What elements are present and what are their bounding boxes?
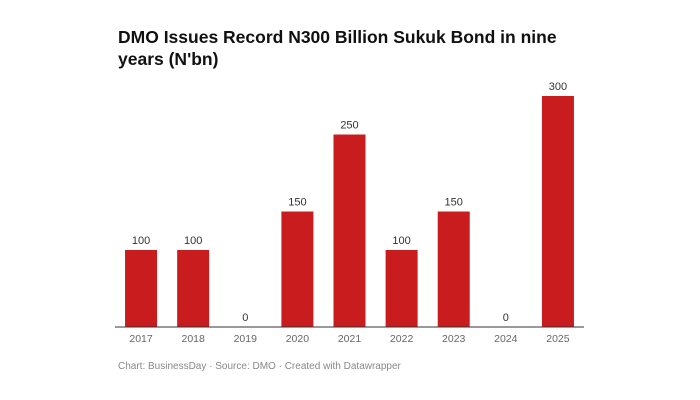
value-label: 250 — [340, 119, 358, 131]
value-label: 300 — [549, 81, 567, 93]
value-label: 100 — [132, 235, 150, 247]
x-tick-label: 2017 — [129, 333, 153, 345]
x-tick-label: 2018 — [181, 333, 205, 345]
value-label: 150 — [445, 196, 463, 208]
chart-footer: Chart: BusinessDay · Source: DMO · Creat… — [118, 361, 401, 372]
bar — [385, 250, 418, 327]
value-label: 0 — [242, 312, 248, 324]
x-tick-label: 2019 — [234, 333, 258, 345]
bar — [541, 96, 574, 327]
value-label: 150 — [288, 196, 306, 208]
x-tick-label: 2022 — [390, 333, 414, 345]
value-label: 100 — [184, 235, 202, 247]
bar — [437, 211, 470, 327]
x-tick-label: 2020 — [286, 333, 310, 345]
x-tick-label: 2024 — [494, 333, 518, 345]
bar — [177, 250, 210, 327]
bar — [125, 250, 158, 327]
bar — [281, 211, 314, 327]
chart-title: DMO Issues Record N300 Billion Sukuk Bon… — [118, 27, 557, 69]
x-tick-label: 2025 — [546, 333, 570, 345]
value-label: 100 — [392, 235, 410, 247]
bar — [333, 134, 366, 327]
x-tick-label: 2023 — [442, 333, 466, 345]
value-label: 0 — [503, 312, 509, 324]
x-tick-label: 2021 — [338, 333, 362, 345]
